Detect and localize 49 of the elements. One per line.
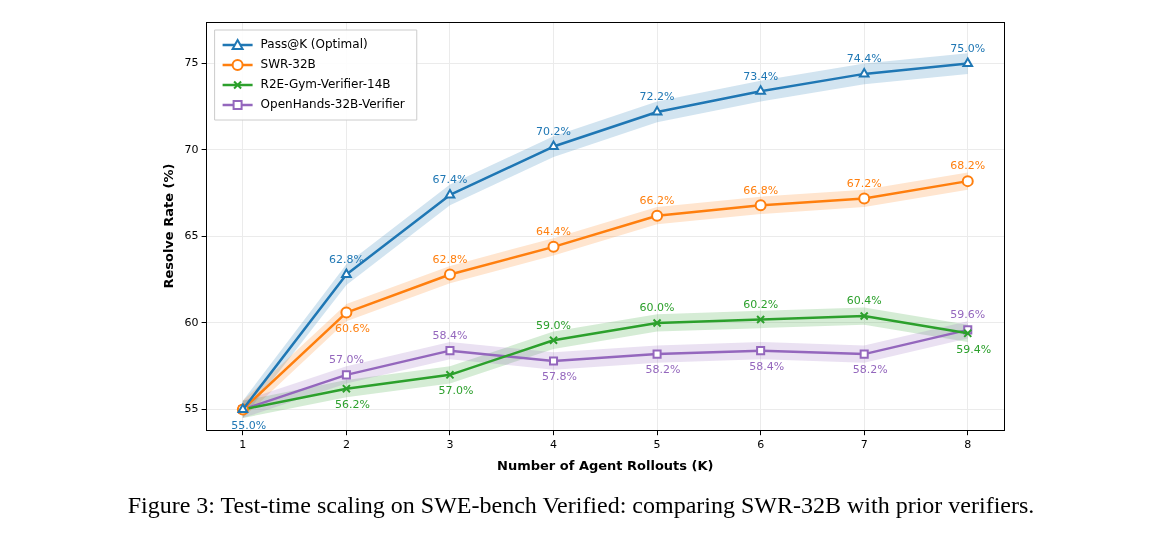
data-label: 62.8% <box>432 252 468 266</box>
data-label: 68.2% <box>950 159 986 173</box>
legend-label: OpenHands-32B-Verifier <box>260 97 405 112</box>
data-label: 57.8% <box>542 370 577 384</box>
data-label: 64.4% <box>536 225 571 239</box>
data-label: 59.0% <box>536 318 571 332</box>
data-label: 66.8% <box>743 183 779 197</box>
x-tick-label: 7 <box>860 437 868 451</box>
legend-label: Pass@K (Optimal) <box>260 37 368 52</box>
data-label: 58.4% <box>432 328 468 342</box>
data-label: 59.6% <box>950 308 986 322</box>
y-tick-label: 60 <box>184 315 199 329</box>
data-label: 67.2% <box>846 176 882 190</box>
data-label: 60.6% <box>334 321 370 335</box>
data-label: 57.0% <box>328 353 364 367</box>
data-label: 56.2% <box>334 398 370 412</box>
x-tick-label: 5 <box>653 437 661 451</box>
data-label: 58.4% <box>749 359 785 373</box>
data-label: 57.0% <box>438 384 474 398</box>
y-tick-label: 55 <box>184 402 199 416</box>
y-tick-label: 70 <box>184 142 199 156</box>
y-axis-title: Resolve Rate (%) <box>161 163 177 289</box>
data-label: 58.2% <box>852 363 888 377</box>
x-tick-label: 8 <box>964 437 972 451</box>
data-label: 62.8% <box>328 252 364 266</box>
data-label: 55.0% <box>231 418 267 432</box>
data-label: 75.0% <box>950 41 986 55</box>
x-tick-label: 4 <box>550 437 558 451</box>
data-label: 67.4% <box>432 173 468 187</box>
data-label: 72.2% <box>639 90 675 104</box>
data-label: 60.2% <box>743 297 779 311</box>
caption: Figure 3: Test-time scaling on SWE-bench Verified: comparing SWR-32B with prior verifiers. <box>126 492 1036 519</box>
data-label: 74.4% <box>846 52 882 66</box>
data-label: 60.4% <box>846 294 882 308</box>
x-tick-label: 1 <box>239 437 247 451</box>
data-label: 66.2% <box>639 194 675 208</box>
legend-label: R2E-Gym-Verifier-14B <box>260 77 391 92</box>
x-axis-title: Number of Agent Rollouts (K) <box>497 457 714 473</box>
x-tick-label: 3 <box>446 437 454 451</box>
y-tick-label: 65 <box>184 229 199 243</box>
x-tick-label: 2 <box>342 437 350 451</box>
legend-label: SWR-32B <box>260 57 316 72</box>
y-tick-label: 75 <box>184 56 199 70</box>
data-label: 73.4% <box>743 69 779 83</box>
x-tick-label: 6 <box>757 437 765 451</box>
data-label: 70.2% <box>536 124 571 138</box>
data-label: 60.0% <box>639 301 675 315</box>
data-label: 58.2% <box>645 363 681 377</box>
data-label: 59.4% <box>956 342 992 356</box>
